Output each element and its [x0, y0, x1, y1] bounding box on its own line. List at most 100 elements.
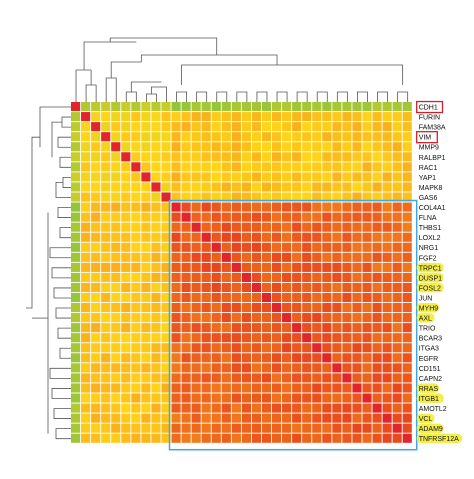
left-dendrogram [50, 368, 71, 378]
heatmap-cell [121, 323, 130, 332]
heatmap-cell [282, 293, 291, 302]
row-label: THBS1 [419, 225, 442, 232]
heatmap-cell [101, 243, 110, 252]
heatmap-cell [312, 424, 321, 433]
heatmap-cell [312, 102, 321, 111]
heatmap-cell [282, 323, 291, 332]
heatmap-cell [312, 152, 321, 161]
heatmap-cell [232, 142, 241, 151]
heatmap-cell [192, 293, 201, 302]
heatmap-cell [362, 373, 371, 382]
heatmap-cell [302, 424, 311, 433]
heatmap-cell [131, 373, 140, 382]
heatmap-cell [362, 223, 371, 232]
heatmap-cell [101, 283, 110, 292]
heatmap-cell [131, 162, 140, 171]
heatmap-cell [71, 263, 80, 272]
heatmap-cell [242, 363, 251, 372]
heatmap-cell [373, 213, 382, 222]
heatmap-cell [172, 152, 181, 161]
heatmap-cell [373, 122, 382, 131]
heatmap-cell [232, 414, 241, 423]
heatmap-cell [393, 162, 402, 171]
heatmap-cell [373, 132, 382, 141]
heatmap-cell [272, 333, 281, 342]
top-dendrogram [177, 92, 187, 102]
row-label: TRPC1 [419, 265, 442, 272]
heatmap-cell [252, 152, 261, 161]
heatmap-cell [202, 132, 211, 141]
heatmap-cell [182, 162, 191, 171]
heatmap-cell [342, 293, 351, 302]
heatmap-cell [383, 383, 392, 392]
heatmap-cell [262, 243, 271, 252]
heatmap-cell [141, 273, 150, 282]
heatmap-cell [312, 434, 321, 443]
heatmap-cell [151, 353, 160, 362]
heatmap-cell [121, 213, 130, 222]
heatmap-cell [71, 102, 80, 111]
heatmap-cell [282, 112, 291, 121]
top-dendrogram [86, 85, 96, 102]
heatmap-cell [403, 112, 412, 121]
heatmap-cell [373, 172, 382, 181]
heatmap-cell [252, 253, 261, 262]
heatmap-cell [282, 162, 291, 171]
heatmap-cell [121, 313, 130, 322]
heatmap-cell [362, 414, 371, 423]
heatmap-cell [182, 313, 191, 322]
left-dendrogram [58, 137, 71, 147]
heatmap-cell [212, 424, 221, 433]
heatmap-cell [172, 283, 181, 292]
heatmap-cell [332, 323, 341, 332]
heatmap-cell [192, 203, 201, 212]
heatmap-cell [192, 162, 201, 171]
heatmap-cell [141, 253, 150, 262]
heatmap-cell [91, 404, 100, 413]
heatmap-cell [332, 132, 341, 141]
heatmap-cell [172, 404, 181, 413]
heatmap-cell [242, 162, 251, 171]
heatmap-cell [81, 102, 90, 111]
heatmap-cell [81, 172, 90, 181]
heatmap-cell [212, 122, 221, 131]
heatmap-cell [272, 102, 281, 111]
row-label: FAM38A [419, 125, 446, 132]
heatmap-cell [192, 263, 201, 272]
heatmap-cell [131, 383, 140, 392]
heatmap-cell [342, 404, 351, 413]
heatmap-cell [312, 303, 321, 312]
heatmap-cell [232, 132, 241, 141]
heatmap-cell [192, 182, 201, 191]
heatmap-cell [272, 203, 281, 212]
heatmap-cell [322, 333, 331, 342]
heatmap-cell [111, 293, 120, 302]
heatmap-cell [172, 424, 181, 433]
heatmap-cell [262, 253, 271, 262]
heatmap-cell [332, 203, 341, 212]
heatmap-cell [111, 343, 120, 352]
heatmap-cell [252, 233, 261, 242]
heatmap-cell [383, 353, 392, 362]
heatmap-cell [232, 152, 241, 161]
heatmap-cell [302, 162, 311, 171]
heatmap-cell [172, 273, 181, 282]
heatmap-cell [262, 303, 271, 312]
heatmap-cell [242, 333, 251, 342]
heatmap-cell [282, 414, 291, 423]
heatmap-cell [212, 313, 221, 322]
heatmap-cell [292, 102, 301, 111]
heatmap-cell [312, 243, 321, 252]
heatmap-cell [362, 132, 371, 141]
heatmap-cell [131, 203, 140, 212]
heatmap-cell [332, 393, 341, 402]
heatmap-cell [292, 253, 301, 262]
heatmap-cell [352, 363, 361, 372]
heatmap-cell [393, 353, 402, 362]
heatmap-cell [161, 112, 170, 121]
heatmap-cell [182, 363, 191, 372]
heatmap-cell [272, 414, 281, 423]
heatmap-cell [222, 333, 231, 342]
heatmap-cell [131, 112, 140, 121]
top-dendrogram [126, 92, 136, 102]
